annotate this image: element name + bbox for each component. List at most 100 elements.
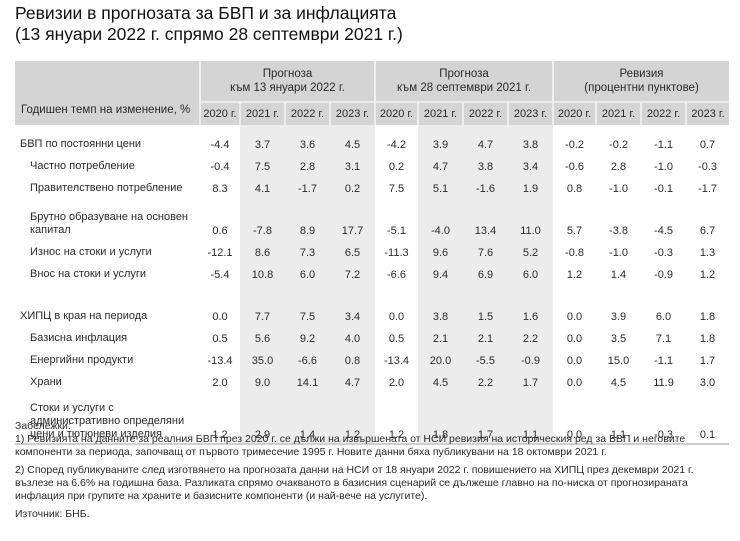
value-cell: 7.5 xyxy=(388,183,405,195)
page-title: Ревизии в прогнозата за БВП и за инфлаци… xyxy=(15,3,735,45)
spacer-cell xyxy=(330,283,375,297)
value-cell: 11.9 xyxy=(653,377,674,389)
row-label: Правителствено потребление xyxy=(30,182,183,194)
value-cell: 9.2 xyxy=(285,325,330,347)
year-header: 2021 г. xyxy=(417,101,463,125)
value-cell: 4.5 xyxy=(610,377,627,389)
spacer-cell xyxy=(641,283,686,297)
value-cell: 0.0 xyxy=(566,377,583,389)
year-header: 2020 г. xyxy=(199,101,240,125)
value-cell: 1.8 xyxy=(699,333,716,345)
value-cell: 3.0 xyxy=(699,377,716,389)
row-label: Брутно образуване на основен капитал xyxy=(30,211,189,236)
value-cell: 5.2 xyxy=(508,239,554,261)
value-cell: 1.7 xyxy=(463,391,508,445)
year-header: 2023 г. xyxy=(685,101,730,125)
table-row: ХИПЦ в края на периода 0.0 7.7 7.5 3.4 0.0 3.8… xyxy=(15,297,729,325)
value-cell: 0.7 xyxy=(699,139,716,151)
year-header: 2023 г. xyxy=(506,101,554,125)
value-cell: -0.1 xyxy=(654,183,673,195)
table-row: Износ на стоки и услуги -12.1 8.6 7.3 6.5 -11… xyxy=(15,239,729,261)
value-cell: 6.0 xyxy=(655,311,672,323)
value-cell: 1.7 xyxy=(508,369,554,391)
value-cell: -13.4 xyxy=(383,355,410,367)
value-cell: 0.0 xyxy=(566,333,583,345)
value-cell: -4.5 xyxy=(654,225,673,237)
value-cell: 0.0 xyxy=(388,311,405,323)
row-label: Храни xyxy=(30,376,62,388)
value-cell: 1.8 xyxy=(418,391,463,445)
value-cell: 3.8 xyxy=(508,125,554,153)
value-cell: 3.6 xyxy=(285,125,330,153)
value-cell: -0.2 xyxy=(609,139,628,151)
year-header: 2021 г. xyxy=(239,101,285,125)
table-row: Правителствено потребление 8.3 4.1 -1.7 0.2 7… xyxy=(15,175,729,197)
value-cell: 0.8 xyxy=(566,183,583,195)
value-cell: 4.7 xyxy=(418,153,463,175)
table-row: БВП по постоянни цени -4.4 3.7 3.6 4.5 -4.2 3.… xyxy=(15,125,729,153)
value-cell: 1.5 xyxy=(463,297,508,325)
group-header-line: Прогноза xyxy=(439,68,489,80)
value-cell: 2.0 xyxy=(388,377,405,389)
value-cell: -0.9 xyxy=(508,347,554,369)
value-cell: 3.9 xyxy=(610,311,627,323)
year-header: 2022 г. xyxy=(640,101,687,125)
value-cell: 5.7 xyxy=(566,225,583,237)
value-cell: -0.8 xyxy=(565,247,584,259)
row-label: Базисна инфлация xyxy=(30,332,128,344)
value-cell: 2.8 xyxy=(610,161,627,173)
value-cell: 14.1 xyxy=(285,369,330,391)
value-cell: 7.6 xyxy=(463,239,508,261)
value-cell: 1.6 xyxy=(508,297,554,325)
value-cell: 8.9 xyxy=(285,197,330,239)
value-cell: -0.9 xyxy=(654,269,673,281)
value-cell: 0.0 xyxy=(566,355,583,367)
value-cell: 4.5 xyxy=(418,369,463,391)
title-line-2: (13 януари 2022 г. спрямо 28 септември 2… xyxy=(15,24,403,44)
value-cell: 6.5 xyxy=(330,239,375,261)
value-cell: 2.1 xyxy=(418,325,463,347)
spacer-cell xyxy=(508,283,554,297)
value-cell: -1.1 xyxy=(654,355,673,367)
value-cell: 2.9 xyxy=(240,391,285,445)
value-cell: 3.8 xyxy=(463,153,508,175)
year-header: 2023 г. xyxy=(329,101,375,125)
spacer-cell xyxy=(463,283,508,297)
value-cell: -5.1 xyxy=(387,225,406,237)
spacer-cell xyxy=(240,283,285,297)
value-cell: 1.2 xyxy=(200,391,240,445)
value-cell: 2.2 xyxy=(508,325,554,347)
spacer-cell xyxy=(285,283,330,297)
table-row: Брутно образуване на основен капитал 0.6-… xyxy=(15,197,729,239)
value-cell: -6.6 xyxy=(387,269,406,281)
forecast-revisions-table: Годишен темп на изменение, % Прогноза къ… xyxy=(15,61,730,445)
value-cell: 4.5 xyxy=(330,125,375,153)
value-cell: 3.7 xyxy=(240,125,285,153)
group-header-line: към 13 януари 2022 г. xyxy=(230,82,345,94)
group-header-line: Ревизия xyxy=(619,68,664,80)
value-cell: 2.1 xyxy=(463,325,508,347)
value-cell: 1.9 xyxy=(508,175,554,197)
value-cell: 6.7 xyxy=(699,225,716,237)
note-1: 1) Ревизията на данните за реалния БВП п… xyxy=(15,433,686,458)
title-line-1: Ревизии в прогнозата за БВП и за инфлаци… xyxy=(15,3,397,23)
value-cell: -1.6 xyxy=(463,175,508,197)
row-label: Износ на стоки и услуги xyxy=(30,246,152,258)
year-header: 2020 г. xyxy=(374,101,418,125)
value-cell: -1.1 xyxy=(654,139,673,151)
value-cell: -1.0 xyxy=(654,161,673,173)
value-cell: 1.2 xyxy=(375,391,418,445)
value-cell: 1.1 xyxy=(508,391,554,445)
group-header-forecast-jan-2022: Прогноза към 13 януари 2022 г. xyxy=(199,61,375,102)
value-cell: 3.5 xyxy=(610,333,627,345)
value-cell: -5.5 xyxy=(463,347,508,369)
table-row: Стоки и услуги с административно определ… xyxy=(15,391,730,445)
value-cell: -1.0 xyxy=(609,247,628,259)
notes-section: Забележки: 1) Ревизията на данните за ре… xyxy=(15,420,730,521)
value-cell: -13.4 xyxy=(207,355,233,367)
note-2: 2) Според публикуваните след изготвянето… xyxy=(15,464,694,502)
spacer-cell xyxy=(418,283,463,297)
value-cell: 1.7 xyxy=(699,355,716,367)
value-cell: 6.0 xyxy=(285,261,330,283)
spacer-cell xyxy=(375,283,418,297)
